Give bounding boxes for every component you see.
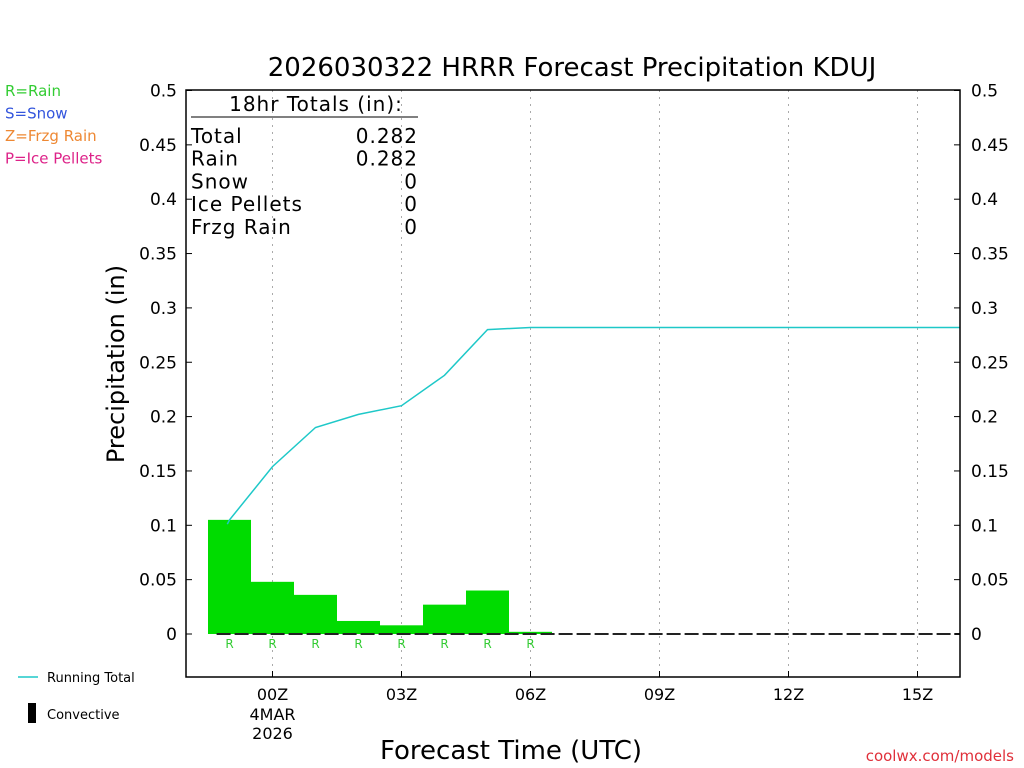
totals-row-value: 0 bbox=[404, 215, 418, 239]
x-tick-label: 00Z bbox=[257, 685, 288, 704]
bar-type-label: R bbox=[397, 637, 405, 651]
type-legend-entry: P=Ice Pellets bbox=[5, 150, 102, 168]
y-tick-label-left: 0.15 bbox=[139, 462, 177, 482]
totals-row-label: Ice Pellets bbox=[191, 192, 303, 216]
totals-row-label: Rain bbox=[191, 147, 239, 171]
y-tick-label-right: 0.3 bbox=[971, 299, 998, 319]
bar-type-label: R bbox=[354, 637, 362, 651]
y-tick-label-left: 0.25 bbox=[139, 353, 177, 373]
totals-row-value: 0.282 bbox=[356, 147, 418, 171]
bar-type-label: R bbox=[268, 637, 276, 651]
totals-box: 18hr Totals (in): Total 0.282 Rain 0.282 Snow… bbox=[190, 92, 418, 239]
x-tick-label: 03Z bbox=[386, 685, 417, 704]
legend: R=Rain S=Snow Z=Frzg Rain P=Ice Pellets Runn… bbox=[5, 82, 135, 723]
plot-frame bbox=[185, 89, 961, 678]
y-tick-label-left: 0.3 bbox=[150, 299, 177, 319]
running-total-legend-label: Running Total bbox=[47, 671, 135, 686]
bar-type-label: R bbox=[526, 637, 534, 651]
x-tick-label: 09Z bbox=[644, 685, 675, 704]
precip-bar bbox=[337, 620, 380, 634]
y-axis-label: Precipitation (in) bbox=[102, 265, 130, 463]
precip-bar bbox=[208, 519, 251, 634]
running-total-line bbox=[226, 326, 961, 525]
y-tick-label-right: 0.45 bbox=[971, 136, 1009, 156]
y-tick-label-left: 0 bbox=[166, 625, 177, 645]
y-tick-label-left: 0.45 bbox=[139, 136, 177, 156]
y-tick-label-right: 0.4 bbox=[971, 190, 998, 210]
totals-row-value: 0 bbox=[404, 192, 418, 216]
x-tick-date: 4MAR bbox=[249, 705, 295, 724]
bar-type-label: R bbox=[483, 637, 491, 651]
x-tick-label: 06Z bbox=[515, 685, 546, 704]
bar-type-label: R bbox=[311, 637, 319, 651]
chart-title: 2026030322 HRRR Forecast Precipitation K… bbox=[268, 53, 877, 83]
y-tick-label-right: 0.15 bbox=[971, 462, 1009, 482]
axis-layer: 0 00.05 0.050.1 0.10.15 0.150.2 0.20.25 0.250.… bbox=[139, 82, 1009, 744]
y-tick-label-right: 0.35 bbox=[971, 245, 1009, 265]
y-tick-label-right: 0.5 bbox=[971, 82, 998, 102]
precip-bar bbox=[380, 625, 423, 634]
y-tick-label-left: 0.1 bbox=[150, 516, 177, 536]
bar-type-label: R bbox=[440, 637, 448, 651]
totals-row-label: Total bbox=[190, 124, 243, 148]
x-tick-label: 12Z bbox=[773, 685, 804, 704]
y-tick-label-left: 0.35 bbox=[139, 245, 177, 265]
y-tick-label-left: 0.4 bbox=[150, 190, 177, 210]
y-tick-label-right: 0.25 bbox=[971, 353, 1009, 373]
type-legend-entry: R=Rain bbox=[5, 82, 61, 100]
grid-layer bbox=[272, 90, 918, 677]
precip-bar bbox=[509, 631, 552, 634]
x-tick-year: 2026 bbox=[252, 724, 293, 743]
credit-text: coolwx.com/models bbox=[866, 747, 1014, 765]
totals-row-value: 0 bbox=[404, 169, 418, 193]
type-legend-entry: Z=Frzg Rain bbox=[5, 127, 97, 145]
precip-bar bbox=[294, 594, 337, 634]
type-legend-entry: S=Snow bbox=[5, 105, 68, 123]
y-tick-label-left: 0.2 bbox=[150, 408, 177, 428]
x-tick-label: 15Z bbox=[902, 685, 933, 704]
y-tick-label-right: 0.1 bbox=[971, 516, 998, 536]
y-tick-label-left: 0.05 bbox=[139, 571, 177, 591]
totals-heading: 18hr Totals (in): bbox=[229, 92, 403, 116]
x-axis-label: Forecast Time (UTC) bbox=[380, 736, 642, 766]
convective-legend-swatch bbox=[28, 703, 36, 723]
precip-bar bbox=[251, 581, 294, 634]
y-tick-label-right: 0.05 bbox=[971, 571, 1009, 591]
y-tick-label-left: 0.5 bbox=[150, 82, 177, 102]
y-tick-label-right: 0.2 bbox=[971, 408, 998, 428]
totals-row-label: Snow bbox=[191, 169, 249, 193]
totals-row-value: 0.282 bbox=[356, 124, 418, 148]
line-layer bbox=[226, 326, 961, 525]
precip-bar bbox=[466, 590, 509, 634]
convective-legend-label: Convective bbox=[47, 708, 120, 723]
y-tick-label-right: 0 bbox=[971, 625, 982, 645]
bar-type-label: R bbox=[225, 637, 233, 651]
totals-row-label: Frzg Rain bbox=[191, 215, 292, 239]
precip-bar bbox=[423, 604, 466, 634]
